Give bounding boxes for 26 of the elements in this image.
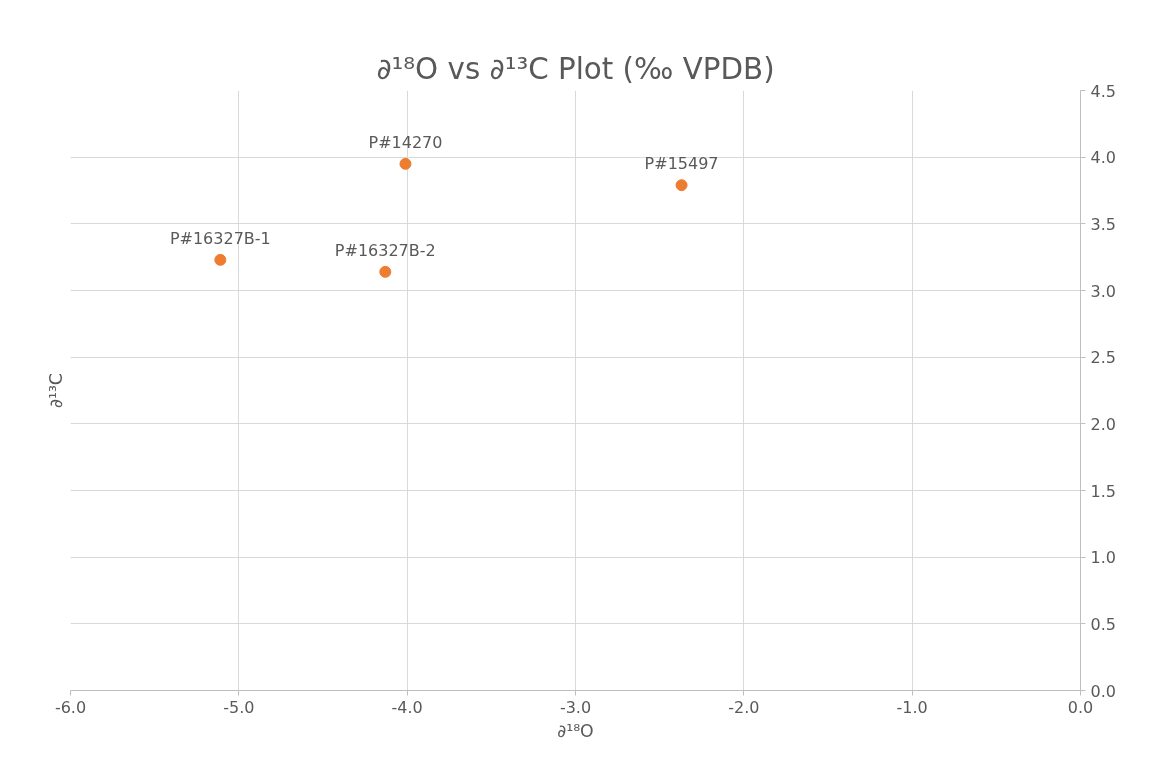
x-tick-label: -2.0 xyxy=(728,697,760,717)
point xyxy=(399,157,412,170)
y-axis-title: ∂¹³C xyxy=(45,373,66,408)
y-tick-label: 4.5 xyxy=(1090,81,1116,101)
annotation: P#16327B-1 xyxy=(169,228,271,248)
point xyxy=(379,265,392,278)
x-tick-label: -1.0 xyxy=(896,697,928,717)
x-axis-title: ∂¹⁸O xyxy=(557,720,594,741)
x-tick-label: -3.0 xyxy=(559,697,592,717)
y-tick-label: 1.5 xyxy=(1090,481,1116,501)
annotation: P#16327B-2 xyxy=(334,240,436,260)
point xyxy=(214,253,227,266)
x-tick-label: -5.0 xyxy=(223,697,255,717)
y-tick-label: 0.5 xyxy=(1090,614,1116,634)
annotation: P#14270 xyxy=(368,132,443,152)
y-tick-label: 2.0 xyxy=(1090,414,1116,434)
x-tick-label: -4.0 xyxy=(391,697,423,717)
y-tick-label: 4.0 xyxy=(1090,148,1116,168)
y-tick-label: 3.0 xyxy=(1090,281,1116,301)
chart-title: ∂¹⁸O vs ∂¹³C Plot (‰ VPDB) xyxy=(376,51,775,86)
annotation: P#15497 xyxy=(644,154,719,174)
point xyxy=(675,179,688,192)
y-tick-label: 1.0 xyxy=(1090,548,1116,568)
y-tick-label: 3.5 xyxy=(1090,214,1116,234)
x-tick-label: -6.0 xyxy=(54,697,87,717)
y-tick-label: 2.5 xyxy=(1090,348,1116,368)
